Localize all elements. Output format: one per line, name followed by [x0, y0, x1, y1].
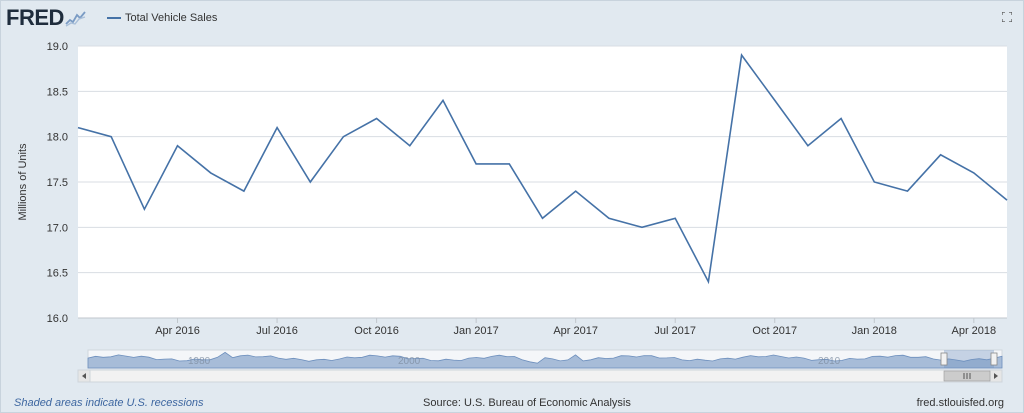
x-tick-label: Apr 2016 [155, 325, 200, 337]
x-tick-label: Apr 2017 [553, 325, 598, 337]
data-point [375, 117, 377, 119]
data-point [973, 172, 975, 174]
navigator-label: 2000 [398, 356, 421, 367]
navigator-series-area [87, 351, 1003, 369]
data-point [342, 135, 344, 137]
data-point [608, 217, 610, 219]
data-point [1006, 199, 1008, 201]
x-tick-label: Oct 2017 [752, 325, 797, 337]
y-tick-label: 18.0 [47, 132, 68, 144]
data-point [409, 145, 411, 147]
site-link[interactable]: fred.stlouisfed.org [916, 397, 1004, 409]
data-point [807, 145, 809, 147]
data-point [143, 208, 145, 210]
data-point [176, 145, 178, 147]
navigator-label: 2010 [818, 356, 841, 367]
data-point [939, 154, 941, 156]
data-point [276, 126, 278, 128]
chart-legend: Total Vehicle Sales [107, 10, 217, 26]
legend-label: Total Vehicle Sales [125, 12, 218, 24]
data-point [641, 226, 643, 228]
data-point [873, 181, 875, 183]
data-point [243, 190, 245, 192]
y-tick-label: 19.0 [47, 41, 68, 53]
data-point [840, 117, 842, 119]
x-tick-label: Oct 2016 [354, 325, 399, 337]
navigator-selection[interactable] [944, 350, 994, 368]
data-point [674, 217, 676, 219]
fred-chart-icon [64, 9, 87, 27]
data-point [210, 172, 212, 174]
data-point [541, 217, 543, 219]
data-point [774, 99, 776, 101]
data-point [740, 54, 742, 56]
scroll-left-arrow-icon [82, 373, 86, 379]
fred-logo[interactable]: FRED [6, 5, 87, 31]
legend-swatch [107, 17, 121, 19]
data-point [110, 135, 112, 137]
x-tick-label: Jan 2017 [454, 325, 499, 337]
series-line [77, 53, 1008, 285]
chart-header: FRED Total Vehicle Sales [0, 0, 1024, 36]
data-point [574, 190, 576, 192]
data-point [77, 126, 79, 128]
scrollbar-track [77, 369, 1003, 383]
x-tick-label: Jan 2018 [852, 325, 897, 337]
y-axis-label: Millions of Units [17, 143, 29, 221]
data-point [309, 181, 311, 183]
y-tick-label: 16.5 [47, 268, 68, 280]
navigator-label: 1980 [188, 356, 211, 367]
fred-logo-text: FRED [6, 5, 64, 30]
navigator-handle[interactable] [940, 352, 948, 366]
y-tick-label: 17.0 [47, 222, 68, 234]
data-point [442, 99, 444, 101]
recessions-note-link[interactable]: Shaded areas indicate U.S. recessions [14, 397, 204, 409]
data-point [508, 163, 510, 165]
y-tick-label: 17.5 [47, 177, 68, 189]
data-point [707, 281, 709, 283]
y-tick-label: 18.5 [47, 86, 68, 98]
data-point [475, 163, 477, 165]
x-tick-label: Apr 2018 [951, 325, 996, 337]
x-tick-label: Jul 2016 [256, 325, 298, 337]
navigator-handle[interactable] [990, 352, 998, 366]
source-note: Source: U.S. Bureau of Economic Analysis [423, 397, 631, 409]
x-tick-label: Jul 2017 [654, 325, 696, 337]
data-point [906, 190, 908, 192]
y-tick-label: 16.0 [47, 313, 68, 325]
scroll-right-arrow-icon [994, 373, 998, 379]
